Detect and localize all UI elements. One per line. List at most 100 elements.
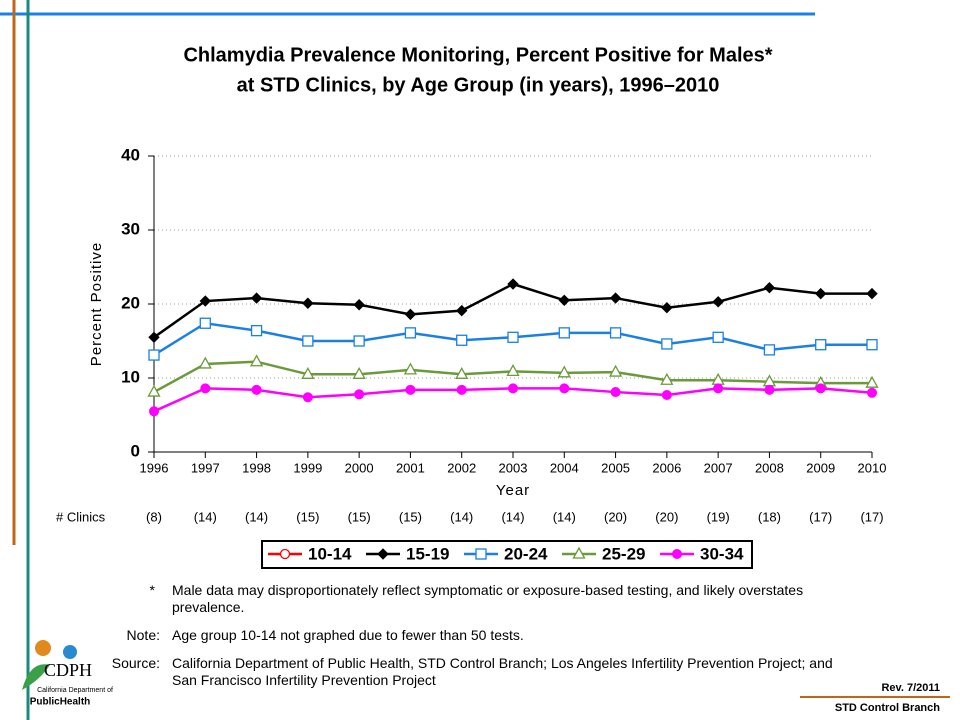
marker: [403, 362, 418, 375]
x-tick-label: 2004: [550, 460, 579, 475]
clinic-count: (17): [809, 509, 832, 524]
legend-label: 25-29: [602, 544, 645, 563]
marker: [353, 299, 365, 311]
marker: [763, 282, 776, 294]
marker: [763, 344, 776, 356]
clinic-count: (14): [450, 509, 473, 524]
marker: [661, 390, 672, 401]
marker: [865, 375, 879, 388]
marker: [661, 338, 673, 350]
marker: [558, 327, 570, 339]
note-text: Age group 10-14 not graphed due to fewer…: [172, 627, 524, 643]
x-tick-label: 1997: [191, 460, 220, 475]
clinic-count: (20): [655, 509, 678, 524]
marker: [572, 546, 586, 559]
x-tick-label: 1996: [140, 460, 169, 475]
legend-label: 15-19: [406, 544, 449, 563]
marker: [249, 354, 264, 367]
note-text: Male data may disproportionately reflect…: [172, 582, 804, 615]
note-text: California Department of Public Health, …: [172, 655, 833, 688]
clinic-count: (8): [146, 509, 162, 524]
marker: [251, 384, 262, 395]
marker: [815, 383, 826, 394]
marker: [507, 331, 519, 343]
legend-label: 10-14: [308, 544, 352, 563]
marker: [456, 384, 467, 395]
marker: [609, 327, 622, 339]
marker: [301, 366, 315, 379]
marker: [456, 304, 468, 317]
y-axis-label: Percent Positive: [88, 242, 105, 366]
x-tick-label: 2007: [704, 460, 733, 475]
x-tick-label: 2008: [755, 460, 784, 475]
legend-label: 20-24: [504, 544, 548, 563]
marker: [866, 339, 878, 351]
logo-figure: [35, 640, 51, 656]
chart-title: at STD Clinics, by Age Group (in years),…: [237, 74, 720, 96]
clinic-count: (14): [501, 509, 524, 524]
revision: Rev. 7/2011: [881, 682, 940, 694]
marker: [302, 335, 314, 347]
chart-title: Chlamydia Prevalence Monitoring, Percent…: [183, 44, 772, 66]
marker: [712, 296, 724, 308]
clinic-count: (15): [399, 509, 422, 524]
clinics-label: # Clinics: [56, 509, 106, 524]
x-tick-label: 2001: [396, 460, 425, 475]
marker: [250, 292, 263, 304]
marker: [508, 383, 518, 394]
x-tick-label: 2003: [499, 460, 528, 475]
logo-text: PublicHealth: [30, 697, 91, 708]
y-tick-label: 20: [121, 293, 140, 312]
x-tick-label: 2010: [858, 460, 887, 475]
marker: [199, 317, 211, 329]
marker: [815, 339, 827, 351]
y-tick-label: 40: [121, 145, 140, 164]
branch: STD Control Branch: [835, 702, 940, 714]
marker: [475, 548, 487, 560]
marker: [608, 364, 623, 377]
clinic-count: (15): [348, 509, 371, 524]
marker: [764, 384, 775, 395]
marker: [866, 287, 878, 300]
logo-text: California Department of: [37, 687, 113, 694]
marker: [354, 389, 365, 400]
x-tick-label: 2005: [601, 460, 630, 475]
marker: [199, 295, 211, 307]
marker: [456, 334, 468, 346]
marker: [279, 548, 291, 560]
marker: [147, 384, 161, 397]
marker: [558, 294, 570, 307]
logo-figure: [22, 664, 50, 690]
x-tick-label: 2000: [345, 460, 374, 475]
x-tick-label: 1999: [293, 460, 322, 475]
marker: [405, 384, 416, 395]
note-marker: Note:: [126, 627, 160, 643]
clinic-count: (14): [194, 509, 217, 524]
marker: [302, 392, 313, 403]
note-marker: Source:: [111, 655, 160, 671]
clinic-count: (14): [245, 509, 268, 524]
x-tick-label: 2009: [806, 460, 835, 475]
marker: [352, 366, 366, 379]
marker: [506, 363, 520, 376]
marker: [507, 278, 519, 290]
marker: [148, 331, 160, 344]
x-tick-label: 1998: [242, 460, 271, 475]
y-tick-label: 10: [121, 367, 140, 386]
marker: [377, 548, 389, 560]
note-marker: *: [149, 582, 155, 598]
logo-figure: [63, 645, 77, 659]
clinic-count: (18): [758, 509, 781, 524]
marker: [353, 335, 365, 347]
marker: [609, 292, 622, 304]
marker: [867, 387, 877, 398]
marker: [815, 287, 827, 300]
marker: [712, 331, 724, 343]
marker: [661, 301, 673, 314]
marker: [198, 356, 212, 369]
marker: [404, 308, 417, 321]
clinic-count: (17): [860, 509, 883, 524]
marker: [557, 365, 571, 378]
marker: [149, 406, 159, 417]
